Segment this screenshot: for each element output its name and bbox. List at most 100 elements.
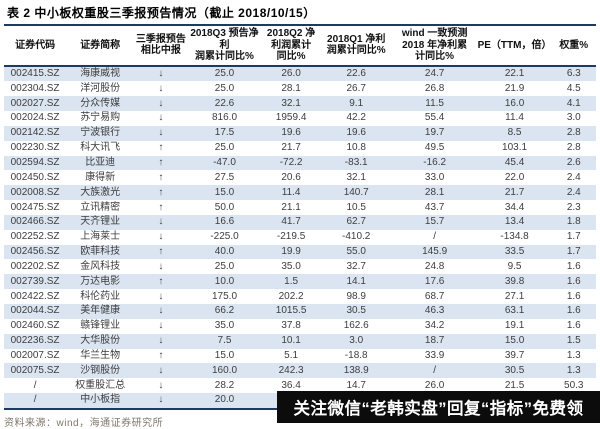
cell-q3: 16.6 bbox=[187, 214, 262, 230]
cell-code: 002024.SZ bbox=[4, 111, 67, 126]
trend-arrow-icon: ↓ bbox=[134, 111, 188, 126]
cell-wind: 55.4 bbox=[391, 111, 478, 126]
cell-name: 分众传媒 bbox=[66, 96, 135, 112]
cell-q2: 37.8 bbox=[261, 318, 321, 334]
cell-pe: 11.4 bbox=[477, 111, 552, 126]
cell-q1: 22.6 bbox=[320, 65, 392, 82]
cell-name: 天齐锂业 bbox=[66, 214, 135, 230]
table-row: 002075.SZ 沙钢股份 ↓ 160.0 242.3 138.9/30.5 1.3 bbox=[4, 363, 596, 379]
cell-weight: 6.3 bbox=[551, 65, 596, 82]
cell-q2: 11.4 bbox=[261, 185, 321, 201]
cell-code: / bbox=[4, 378, 67, 394]
column-header-q2: 2018Q2 净 利润累计 同比% bbox=[261, 26, 321, 67]
table-row: 002024.SZ 苏宁易购 ↓ 816.0 1959.4 42.2 55.4 11.4 3.0 bbox=[4, 111, 596, 126]
cell-q2: 20.6 bbox=[261, 170, 321, 186]
cell-q3: 22.6 bbox=[187, 96, 262, 112]
column-header-pe: PE（TTM，倍） bbox=[477, 26, 552, 67]
cell-name: 洋河股份 bbox=[66, 81, 135, 97]
cell-q1: -83.1 bbox=[320, 155, 392, 171]
cell-code: 002008.SZ bbox=[4, 185, 67, 201]
trend-arrow-icon: ↓ bbox=[134, 214, 188, 230]
cell-wind: 43.7 bbox=[391, 200, 478, 215]
table-row: 002236.SZ 大华股份 ↓ 7.5 10.1 3.0 18.7 15.0 1.5 bbox=[4, 333, 596, 349]
cell-weight: 2.8 bbox=[551, 125, 596, 141]
table-row: 002460.SZ 赣锋锂业 ↓ 35.0 37.8 162.6 34.2 19.1 1.6 bbox=[4, 318, 596, 334]
table-row: 002027.SZ 分众传媒 ↓ 22.6 32.1 9.1 11.5 16.0 4.1 bbox=[4, 96, 596, 112]
cell-q1: 42.2 bbox=[320, 111, 392, 126]
cell-name: 华兰生物 bbox=[66, 348, 135, 364]
cell-weight: 2.8 bbox=[551, 140, 596, 156]
cell-q2: 35.0 bbox=[261, 259, 321, 275]
cell-q2: 242.3 bbox=[261, 363, 321, 379]
cell-wind: 17.6 bbox=[391, 274, 478, 290]
cell-wind: 15.7 bbox=[391, 214, 478, 230]
cell-q2: 32.1 bbox=[261, 96, 321, 112]
table-row: 002594.SZ 比亚迪 ↑ -47.0 -72.2 -83.1 -16.2 45.4 2.6 bbox=[4, 155, 596, 171]
cell-q2: 1959.4 bbox=[261, 111, 321, 126]
cell-code: 002594.SZ bbox=[4, 155, 67, 171]
page-title: 表 2 中小板权重股三季报预告情况（截止 2018/10/15） bbox=[4, 0, 596, 26]
cell-q3: 816.0 bbox=[187, 111, 262, 126]
cell-q3: -47.0 bbox=[187, 155, 262, 171]
cell-weight: 1.3 bbox=[551, 348, 596, 364]
cell-weight: 1.7 bbox=[551, 229, 596, 245]
cell-pe: 45.4 bbox=[477, 155, 552, 171]
forecast-table: 证券代码 证券简称 三季报预告 相比中报 2018Q3 预告净利 润累计同比% 2018… bbox=[4, 26, 596, 410]
cell-name: 科大讯飞 bbox=[66, 140, 135, 156]
cell-q1: 162.6 bbox=[320, 318, 392, 334]
column-header-name: 证券简称 bbox=[66, 26, 135, 67]
trend-arrow-icon: ↓ bbox=[134, 378, 188, 394]
cell-q2: 21.7 bbox=[261, 140, 321, 156]
cell-q3: 25.0 bbox=[187, 259, 262, 275]
column-header-code: 证券代码 bbox=[4, 26, 67, 67]
cell-wind: 33.0 bbox=[391, 170, 478, 186]
cell-name: 中小板指 bbox=[66, 393, 135, 409]
cell-weight: 3.0 bbox=[551, 111, 596, 126]
cell-code: 002475.SZ bbox=[4, 200, 67, 215]
cell-q1: 32.7 bbox=[320, 259, 392, 275]
cell-q3: 10.0 bbox=[187, 274, 262, 290]
trend-arrow-icon: ↓ bbox=[134, 96, 188, 112]
cell-weight: 2.6 bbox=[551, 155, 596, 171]
trend-arrow-icon: ↑ bbox=[134, 244, 188, 260]
cell-q1: 30.5 bbox=[320, 304, 392, 319]
cell-q2: -72.2 bbox=[261, 155, 321, 171]
cell-code: 002236.SZ bbox=[4, 333, 67, 349]
cell-q3: 66.2 bbox=[187, 304, 262, 319]
table-row: / 权重股汇总 ↓ 28.2 36.4 14.7 26.0 21.5 50.3 bbox=[4, 378, 596, 394]
cell-q1: 14.7 bbox=[320, 378, 392, 394]
cell-pe: 21.7 bbox=[477, 185, 552, 201]
column-header-trend: 三季报预告 相比中报 bbox=[134, 26, 188, 67]
cell-name: 宁波银行 bbox=[66, 125, 135, 141]
cell-q2: 41.7 bbox=[261, 214, 321, 230]
cell-weight: 2.3 bbox=[551, 200, 596, 215]
cell-q1: 32.1 bbox=[320, 170, 392, 186]
cell-q2: 1015.5 bbox=[261, 304, 321, 319]
cell-pe: 39.7 bbox=[477, 348, 552, 364]
cell-q1: 10.8 bbox=[320, 140, 392, 156]
cell-pe: 34.4 bbox=[477, 200, 552, 215]
cell-pe: 21.5 bbox=[477, 378, 552, 394]
cell-code: 002027.SZ bbox=[4, 96, 67, 112]
cell-weight: 50.3 bbox=[551, 378, 596, 394]
table-body: 002415.SZ 海康威视 ↓ 25.0 26.0 22.6 24.7 22.1 6.3 002… bbox=[4, 65, 596, 409]
cell-q1: 140.7 bbox=[320, 185, 392, 201]
cell-q3: 35.0 bbox=[187, 318, 262, 334]
cell-code: 002230.SZ bbox=[4, 140, 67, 156]
cell-q1: 14.1 bbox=[320, 274, 392, 290]
cell-name: 比亚迪 bbox=[66, 155, 135, 171]
cell-wind: 46.3 bbox=[391, 304, 478, 319]
trend-arrow-icon: ↓ bbox=[134, 229, 188, 245]
table-row: 002252.SZ 上海莱士 ↓ -225.0 -219.5 -410.2/-134.8 1… bbox=[4, 229, 596, 245]
table-row: 002456.SZ 欧菲科技 ↑ 40.0 19.9 55.0 145.9 33.5 1.7 bbox=[4, 244, 596, 260]
cell-pe: 63.1 bbox=[477, 304, 552, 319]
trend-arrow-icon: ↓ bbox=[134, 393, 188, 409]
cell-pe: -134.8 bbox=[477, 229, 552, 245]
cell-q2: 202.2 bbox=[261, 289, 321, 304]
cell-pe: 103.1 bbox=[477, 140, 552, 156]
cell-pe: 19.1 bbox=[477, 318, 552, 334]
cell-code: 002075.SZ bbox=[4, 363, 67, 379]
cell-q1: 138.9 bbox=[320, 363, 392, 379]
cell-q1: 9.1 bbox=[320, 96, 392, 112]
cell-name: 立讯精密 bbox=[66, 200, 135, 215]
